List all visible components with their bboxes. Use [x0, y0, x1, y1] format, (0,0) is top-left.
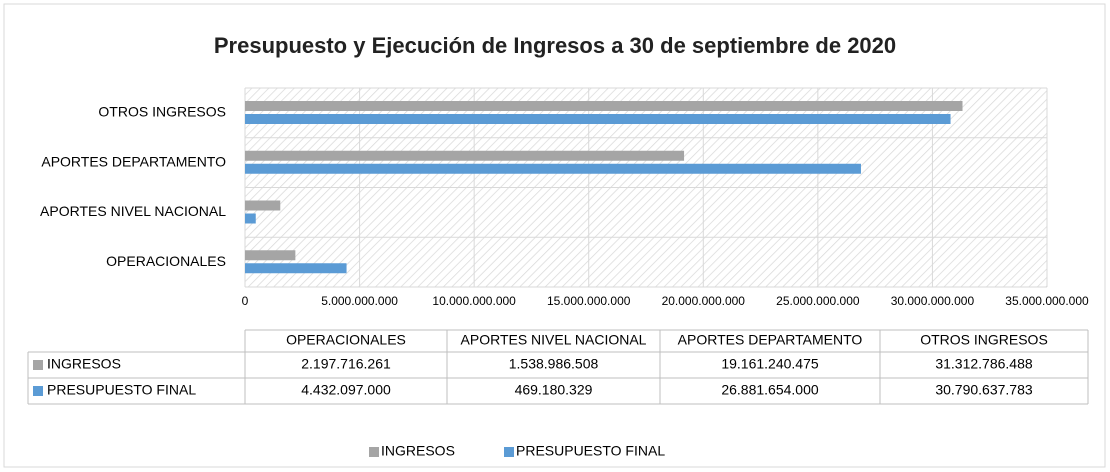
bar [245, 263, 347, 274]
legend-key [369, 447, 379, 457]
table-header: OPERACIONALES [286, 332, 406, 348]
x-tick-label: 0 [242, 294, 249, 308]
table-header: APORTES NIVEL NACIONAL [461, 332, 647, 348]
bar [245, 114, 951, 124]
legend-label: INGRESOS [381, 443, 455, 459]
bar [245, 213, 256, 224]
bar [245, 101, 963, 111]
table-row-label: INGRESOS [47, 356, 121, 372]
bar [245, 250, 296, 261]
x-tick-label: 20.000.000.000 [662, 294, 746, 308]
table-cell: 469.180.329 [515, 382, 593, 398]
x-tick-label: 25.000.000.000 [776, 294, 860, 308]
x-tick-label: 10.000.000.000 [432, 294, 516, 308]
x-tick-label: 30.000.000.000 [891, 294, 975, 308]
y-tick-label: APORTES NIVEL NACIONAL [40, 203, 226, 219]
table-legend-key [33, 386, 43, 396]
table-cell: 4.432.097.000 [301, 382, 391, 398]
bar [245, 150, 685, 161]
table-cell: 1.538.986.508 [509, 356, 599, 372]
y-tick-label: APORTES DEPARTAMENTO [41, 153, 226, 169]
legend-key [504, 447, 514, 457]
y-tick-label: OPERACIONALES [106, 253, 226, 269]
table-cell: 2.197.716.261 [301, 356, 391, 372]
chart-title: Presupuesto y Ejecución de Ingresos a 30… [214, 33, 896, 58]
y-tick-label: OTROS INGRESOS [98, 104, 226, 120]
legend-label: PRESUPUESTO FINAL [516, 443, 665, 459]
table-cell: 31.312.786.488 [935, 356, 1033, 372]
x-tick-label: 5.000.000.000 [321, 294, 398, 308]
table-cell: 26.881.654.000 [721, 382, 819, 398]
x-tick-label: 15.000.000.000 [547, 294, 631, 308]
table-header: APORTES DEPARTAMENTO [678, 332, 863, 348]
x-tick-label: 35.000.000.000 [1005, 294, 1089, 308]
table-cell: 19.161.240.475 [721, 356, 819, 372]
bar [245, 163, 861, 174]
bar [245, 200, 281, 211]
table-cell: 30.790.637.783 [935, 382, 1033, 398]
table-row-label: PRESUPUESTO FINAL [47, 382, 196, 398]
table-legend-key [33, 360, 43, 370]
table-header: OTROS INGRESOS [920, 332, 1048, 348]
